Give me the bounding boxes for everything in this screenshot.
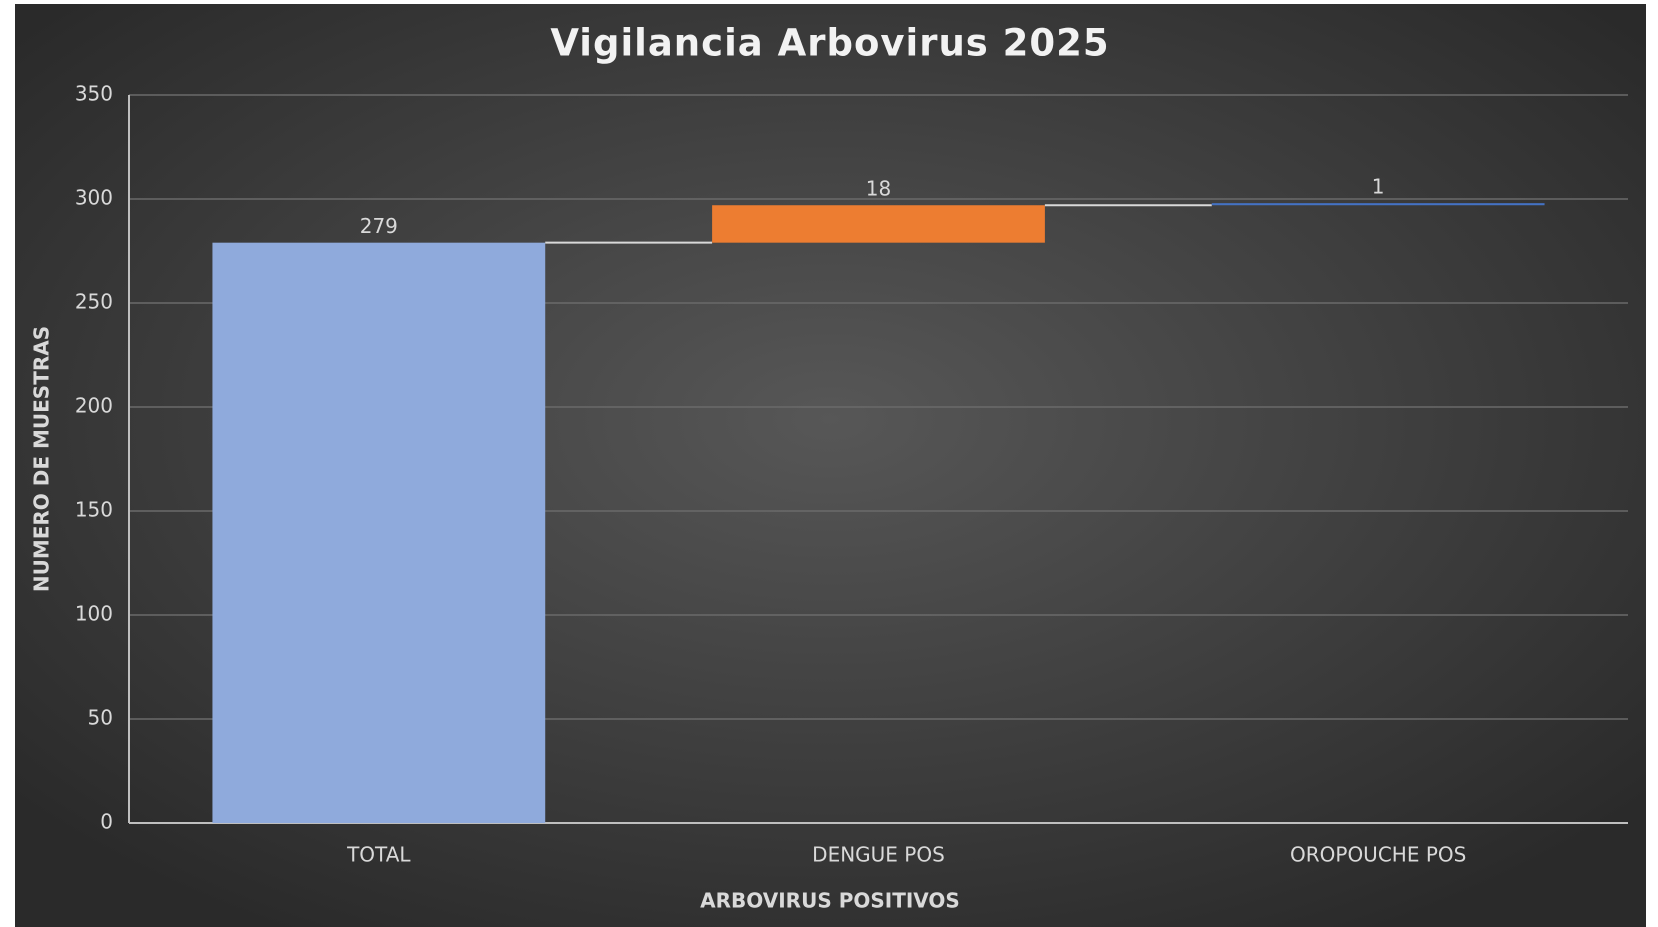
data-label: 1	[1372, 175, 1385, 199]
y-axis-title: NUMERO DE MUESTRAS	[30, 326, 54, 592]
data-label: 18	[866, 177, 891, 201]
y-tick-label: 100	[75, 602, 113, 626]
bar	[212, 242, 546, 823]
x-tick-label: OROPOUCHE POS	[1290, 843, 1466, 867]
y-tick-label: 50	[88, 706, 113, 730]
bar	[1211, 203, 1545, 206]
x-axis-title: ARBOVIRUS POSITIVOS	[700, 889, 960, 913]
chart-title: Vigilancia Arbovirus 2025	[550, 22, 1109, 65]
y-tick-label: 300	[75, 186, 113, 210]
x-tick-label: TOTAL	[346, 843, 411, 867]
y-tick-label: 350	[75, 82, 113, 106]
bar	[712, 205, 1045, 243]
y-tick-label: 250	[75, 290, 113, 314]
y-tick-label: 150	[75, 498, 113, 522]
data-label: 279	[360, 214, 398, 238]
y-tick-label: 200	[75, 394, 113, 418]
x-tick-label: DENGUE POS	[812, 843, 945, 867]
y-tick-label: 0	[100, 810, 113, 834]
